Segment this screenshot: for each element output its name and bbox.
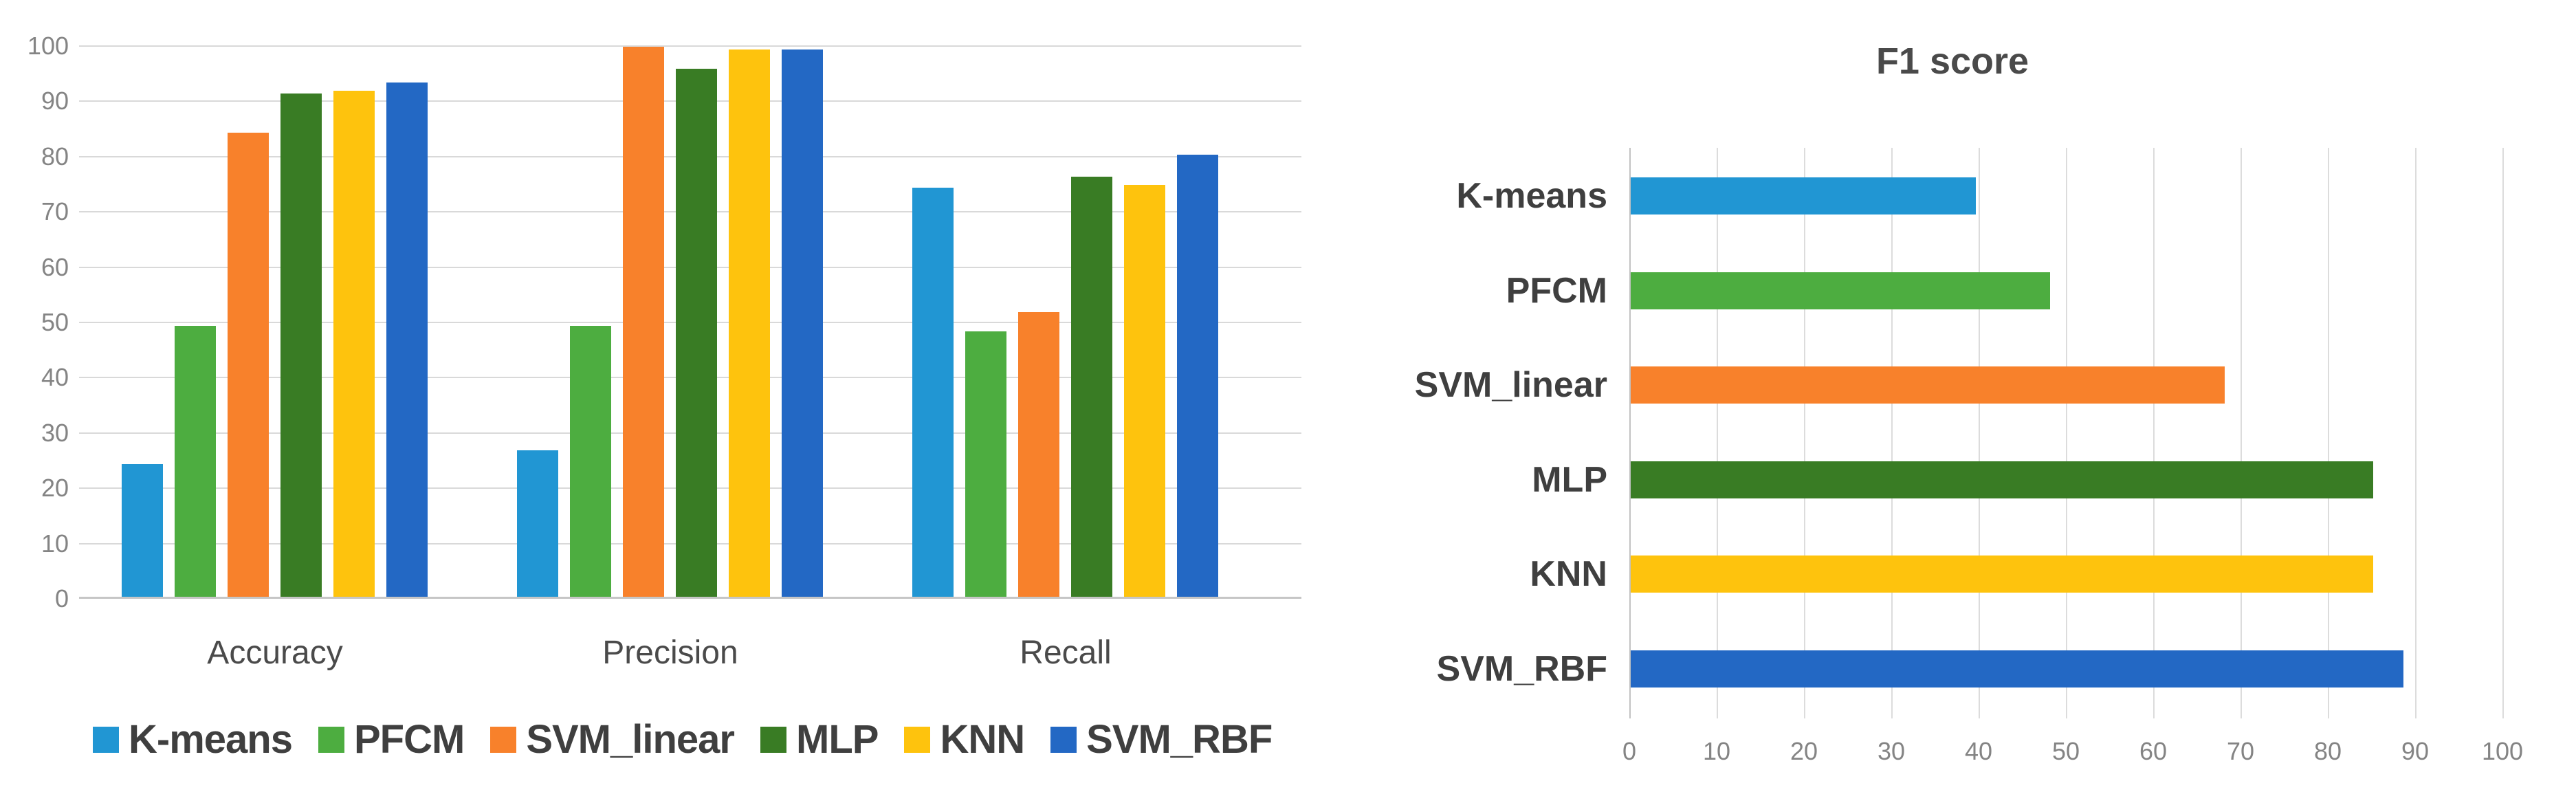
legend-swatch-icon [490,726,517,753]
y-tick-label-80: 80 [41,142,69,170]
gridline-x-10 [1717,148,1718,718]
legend-swatch-icon [1050,726,1077,753]
x-tick-label-20: 20 [1790,737,1818,765]
x-tick-label-50: 50 [2051,737,2080,765]
bar-svmrbf-recall [1177,155,1218,597]
legend-item-svmlinear: SVM_linear [490,716,735,762]
legend-item-pfcm: PFCM [318,716,465,762]
y-tick-label-70: 70 [41,197,69,226]
y-tick-label-0: 0 [54,584,69,613]
x-tick-label-80: 80 [2313,737,2342,765]
bar-svmrbf-accuracy [386,82,428,597]
x-tick-label-60: 60 [2139,737,2168,765]
category-label-knn: KNN [1530,554,1607,594]
legend-item-label: MLP [796,717,879,762]
bar-mlp-recall [1071,177,1112,597]
bar-kmeans-recall [912,188,954,597]
y-tick-label-50: 50 [41,308,69,336]
category-label-svmlinear: SVM_linear [1414,365,1607,405]
category-label-precision: Precision [602,635,738,671]
category-label-kmeans: K-means [1456,176,1607,216]
x-tick-label-10: 10 [1702,737,1731,765]
legend-item-label: KNN [940,717,1025,762]
bar-f1-svmlinear [1631,366,2225,404]
gridline-x-80 [2328,148,2329,718]
legend-item-label: PFCM [353,717,465,762]
gridline-x-70 [2241,148,2242,718]
category-label-pfcm: PFCM [1506,271,1607,311]
bar-kmeans-precision [517,450,558,597]
category-label-svmrbf: SVM_RBF [1436,649,1607,689]
y-tick-label-40: 40 [41,363,69,392]
y-tick-label-20: 20 [41,474,69,503]
gridline-x-90 [2415,148,2417,718]
category-label-recall: Recall [1020,635,1112,671]
legend-item-knn: KNN [904,716,1025,762]
gridline-x-50 [2066,148,2067,718]
legend-item-label: K-means [129,717,293,762]
x-tick-label-0: 0 [1622,737,1637,765]
legend-swatch-icon [318,726,344,753]
legend-swatch-icon [904,726,931,753]
x-tick-label-40: 40 [1964,737,1993,765]
bar-pfcm-precision [570,326,611,597]
bar-knn-precision [729,50,770,597]
bar-f1-kmeans [1631,177,1976,214]
bar-f1-knn [1631,556,2373,593]
legend-item-mlp: MLP [760,716,879,762]
bar-pfcm-recall [965,331,1006,597]
bar-mlp-precision [676,69,717,597]
legend-swatch-icon [93,726,119,753]
legend-item-kmeans: K-means [93,716,293,762]
bar-mlp-accuracy [280,94,322,597]
f1-score-bar-chart: F1 score K-means PFCM SVM_linear MLP KNN SVM_… [1306,0,2576,803]
gridline-x-0 [1629,148,1631,718]
gridline-y-100 [79,45,1301,47]
legend: K-means PFCM SVM_linear MLP KNN SVM_RBF [93,716,1273,762]
category-label-accuracy: Accuracy [207,635,343,671]
legend-item-svmrbf: SVM_RBF [1050,716,1273,762]
y-tick-label-90: 90 [41,87,69,116]
x-tick-label-30: 30 [1877,737,1906,765]
bar-f1-svmrbf [1631,650,2403,688]
left-plot-area [79,45,1301,599]
bar-svmlinear-accuracy [228,133,269,597]
bar-svmlinear-precision [623,47,664,597]
y-tick-label-10: 10 [41,529,69,558]
gridline-x-100 [2502,148,2504,718]
bar-knn-recall [1124,185,1165,597]
x-tick-label-100: 100 [2481,737,2524,765]
bar-svmlinear-recall [1018,312,1059,597]
bar-f1-pfcm [1631,272,2050,309]
bar-pfcm-accuracy [175,326,216,597]
legend-item-label: SVM_linear [526,717,735,762]
bar-svmrbf-precision [782,50,823,597]
x-tick-label-90: 90 [2401,737,2430,765]
x-tick-label-70: 70 [2226,737,2255,765]
legend-item-label: SVM_RBF [1086,717,1273,762]
legend-swatch-icon [760,726,786,753]
right-plot-area [1629,148,2504,718]
x-axis-line [79,597,1301,599]
gridline-x-40 [1979,148,1980,718]
gridline-x-60 [2153,148,2155,718]
y-tick-label-30: 30 [41,418,69,447]
category-label-mlp: MLP [1532,460,1607,500]
gridline-x-30 [1891,148,1893,718]
gridline-x-20 [1804,148,1805,718]
bar-f1-mlp [1631,461,2373,498]
chart-title: F1 score [1875,41,2029,82]
metrics-grouped-bar-chart: 0 10 20 30 40 50 60 70 80 90 100 Accuracy Precision… [27,32,1301,762]
bar-kmeans-accuracy [122,464,163,597]
bar-knn-accuracy [333,91,375,597]
y-tick-label-60: 60 [41,252,69,281]
y-tick-label-100: 100 [27,32,69,60]
